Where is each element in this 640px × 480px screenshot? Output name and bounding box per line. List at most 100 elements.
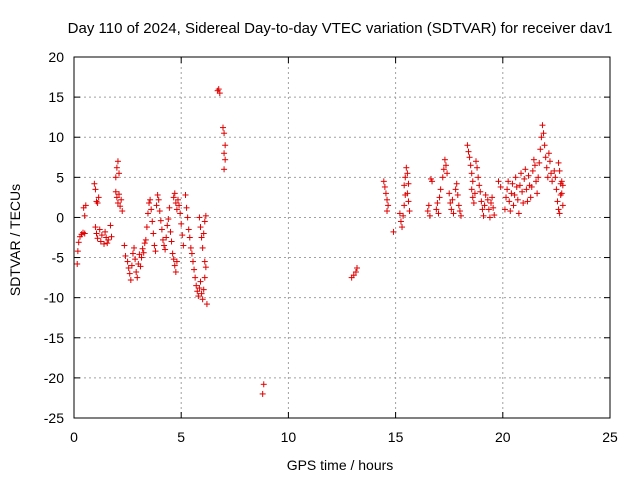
data-point-marker bbox=[477, 188, 484, 195]
data-point-marker bbox=[97, 238, 104, 245]
data-point-marker bbox=[488, 200, 495, 207]
y-tick-label: -15 bbox=[44, 330, 64, 346]
data-point-marker bbox=[504, 186, 511, 193]
data-point-marker bbox=[187, 244, 194, 251]
data-point-marker bbox=[221, 166, 228, 173]
data-point-marker bbox=[469, 178, 476, 185]
data-point-marker bbox=[455, 202, 462, 209]
data-point-marker bbox=[260, 381, 267, 388]
data-point-marker bbox=[380, 178, 387, 185]
data-points bbox=[74, 86, 566, 397]
data-point-marker bbox=[74, 260, 81, 267]
data-point-marker bbox=[457, 212, 464, 219]
data-point-marker bbox=[221, 130, 228, 137]
y-tick-label: 20 bbox=[48, 49, 64, 65]
data-point-marker bbox=[128, 262, 135, 269]
data-point-marker bbox=[352, 268, 359, 275]
data-point-marker bbox=[125, 264, 132, 271]
data-point-marker bbox=[200, 286, 207, 293]
x-tick-label: 20 bbox=[495, 429, 511, 445]
data-point-marker bbox=[202, 212, 209, 219]
data-point-marker bbox=[170, 194, 177, 201]
data-point-marker bbox=[513, 183, 520, 190]
data-point-marker bbox=[171, 262, 178, 269]
data-point-marker bbox=[150, 230, 157, 237]
data-point-marker bbox=[198, 234, 205, 241]
data-point-marker bbox=[122, 252, 129, 259]
data-point-marker bbox=[105, 236, 112, 243]
data-point-marker bbox=[486, 214, 493, 221]
data-point-marker bbox=[95, 194, 102, 201]
data-point-marker bbox=[434, 200, 441, 207]
data-point-marker bbox=[540, 130, 547, 137]
data-point-marker bbox=[516, 182, 523, 189]
data-point-marker bbox=[528, 183, 535, 190]
data-point-marker bbox=[476, 182, 483, 189]
data-point-marker bbox=[449, 196, 456, 203]
data-point-marker bbox=[527, 194, 534, 201]
data-point-marker bbox=[503, 194, 510, 201]
data-point-marker bbox=[520, 200, 527, 207]
data-point-marker bbox=[116, 191, 123, 198]
data-point-marker bbox=[515, 210, 522, 217]
x-axis-label: GPS time / hours bbox=[287, 457, 394, 473]
data-point-marker bbox=[119, 208, 126, 215]
data-point-marker bbox=[518, 170, 525, 177]
y-tick-label: 15 bbox=[48, 89, 64, 105]
data-point-marker bbox=[447, 200, 454, 207]
data-point-marker bbox=[92, 186, 99, 193]
data-point-marker bbox=[512, 174, 519, 181]
data-point-marker bbox=[183, 204, 190, 211]
data-point-marker bbox=[216, 90, 223, 97]
y-tick-label: -5 bbox=[52, 250, 65, 266]
data-point-marker bbox=[93, 230, 100, 237]
data-point-marker bbox=[401, 202, 408, 209]
x-tick-label: 5 bbox=[177, 429, 185, 445]
data-point-marker bbox=[121, 242, 128, 249]
data-point-marker bbox=[192, 274, 199, 281]
data-point-marker bbox=[197, 224, 204, 231]
data-point-marker bbox=[177, 210, 184, 217]
data-point-marker bbox=[442, 162, 449, 169]
data-point-marker bbox=[162, 246, 169, 253]
data-point-marker bbox=[506, 198, 513, 205]
data-point-marker bbox=[467, 162, 474, 169]
data-point-marker bbox=[74, 248, 81, 255]
data-point-marker bbox=[452, 186, 459, 193]
data-point-marker bbox=[114, 158, 121, 165]
data-point-marker bbox=[155, 196, 162, 203]
data-point-marker bbox=[424, 208, 431, 215]
data-point-marker bbox=[149, 218, 156, 225]
x-tick-labels: 0 5 10 15 20 25 bbox=[70, 429, 618, 445]
data-point-marker bbox=[542, 154, 549, 161]
data-point-marker bbox=[157, 217, 164, 224]
data-point-marker bbox=[491, 212, 498, 219]
data-point-marker bbox=[559, 202, 566, 209]
data-point-marker bbox=[539, 122, 546, 129]
data-point-marker bbox=[519, 188, 526, 195]
data-point-marker bbox=[533, 178, 540, 185]
data-point-marker bbox=[137, 263, 144, 270]
data-point-marker bbox=[161, 242, 168, 249]
data-point-marker bbox=[468, 170, 475, 177]
data-point-marker bbox=[134, 274, 141, 281]
y-tick-labels: 20 15 10 5 0 -5 -10 -15 -20 -25 bbox=[44, 49, 64, 426]
data-point-marker bbox=[544, 174, 551, 181]
data-point-marker bbox=[485, 206, 492, 213]
data-point-marker bbox=[197, 278, 204, 285]
data-point-marker bbox=[396, 210, 403, 217]
data-point-marker bbox=[92, 224, 99, 231]
data-point-marker bbox=[82, 202, 89, 209]
data-point-marker bbox=[404, 170, 411, 177]
data-point-marker bbox=[384, 208, 391, 215]
data-point-marker bbox=[429, 178, 436, 185]
data-point-marker bbox=[555, 206, 562, 213]
data-point-marker bbox=[556, 210, 563, 217]
data-point-marker bbox=[220, 124, 227, 131]
data-point-marker bbox=[104, 240, 111, 247]
data-point-marker bbox=[108, 233, 115, 240]
data-point-marker bbox=[521, 175, 528, 182]
y-tick-label: -25 bbox=[44, 410, 64, 426]
data-point-marker bbox=[490, 204, 497, 211]
